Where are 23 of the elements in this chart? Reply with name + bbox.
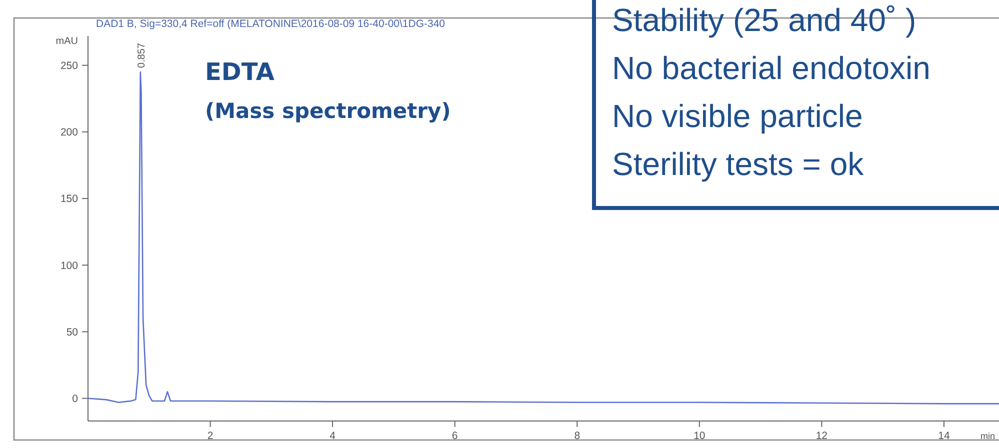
- y-tick-label: 200: [60, 126, 78, 139]
- annotation: EDTA: [205, 58, 275, 86]
- annotation: (Mass spectrometry): [205, 99, 451, 123]
- y-tick-label: 0: [72, 393, 78, 406]
- x-axis-title: min: [980, 431, 995, 441]
- x-tick-label: 10: [694, 430, 706, 442]
- x-tick-label: 12: [816, 430, 828, 442]
- y-tick-label: 250: [60, 60, 78, 72]
- x-tick-label: 6: [452, 430, 458, 442]
- y-tick-label: 100: [60, 260, 78, 272]
- chart-title: DAD1 B, Sig=330,4 Ref=off (MELATONINE\2016-08-09 16-40-00\1DG-340: [96, 18, 446, 30]
- y-tick-label: 50: [66, 326, 78, 338]
- y-tick-label: 150: [60, 193, 78, 206]
- y-axis-title: mAU: [56, 36, 78, 47]
- x-tick-label: 2: [207, 430, 214, 442]
- annotation: Stability (25 and 40˚ ): [612, 2, 916, 38]
- annotation: 0.857: [136, 42, 148, 68]
- annotation: No bacterial endotoxin: [612, 50, 930, 86]
- annotation: Sterility tests = ok: [612, 146, 865, 182]
- annotation: No visible particle: [612, 98, 863, 134]
- x-tick-label: 4: [330, 430, 336, 442]
- x-tick-label: 8: [574, 430, 580, 442]
- x-tick-label: 14: [938, 430, 950, 442]
